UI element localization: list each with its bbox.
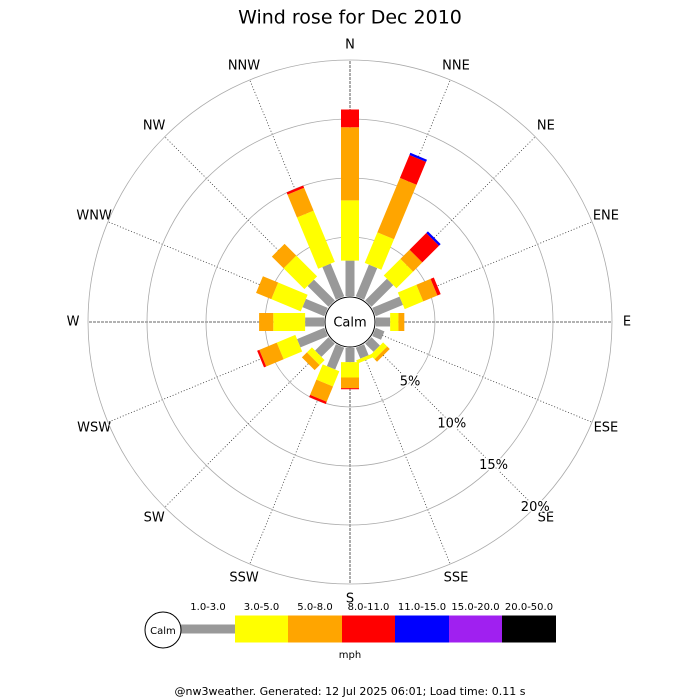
wind-bar <box>271 243 297 269</box>
wind-bar <box>372 327 385 340</box>
wind-bar <box>365 337 380 352</box>
ring-label: 20% <box>521 500 550 515</box>
legend-swatch <box>181 624 235 634</box>
legend-label: 11.0-15.0 <box>398 602 446 613</box>
calm-circle <box>324 296 376 348</box>
legend-calm-label: Calm <box>150 626 176 637</box>
wind-bar <box>426 231 441 246</box>
footer: @nw3weather. Generated: 12 Jul 2025 06:0… <box>175 685 526 698</box>
legend-label: 15.0-20.0 <box>451 602 499 613</box>
direction-label: W <box>67 315 80 330</box>
legend-swatch <box>235 615 288 643</box>
legend-label: 20.0-50.0 <box>505 602 553 613</box>
wind-bar <box>297 327 328 348</box>
wind-bar <box>310 379 334 402</box>
wind-bar <box>315 337 335 357</box>
legend-swatch <box>342 615 395 643</box>
wind-bar <box>302 298 328 317</box>
wind-bar <box>399 154 427 185</box>
wind-bar <box>383 258 414 289</box>
wind-bar <box>306 347 325 366</box>
ring-label: 5% <box>400 375 421 390</box>
wind-bar <box>430 277 441 296</box>
wind-bar <box>377 177 417 240</box>
wind-bar <box>309 394 327 404</box>
wind-bar <box>259 342 284 367</box>
wind-bar <box>374 346 390 362</box>
ring <box>87 59 613 585</box>
wind-bar <box>301 352 320 371</box>
wind-bar <box>364 232 395 270</box>
wind-bar <box>307 279 335 307</box>
direction-label: ESE <box>594 421 619 436</box>
direction-label: NE <box>537 119 555 134</box>
wind-bar <box>316 364 340 387</box>
legend-swatch <box>395 615 449 643</box>
direction-label: SW <box>144 510 165 525</box>
direction-label: NNE <box>442 59 470 74</box>
direction-label: NNW <box>228 59 260 74</box>
ring-label: 10% <box>437 416 466 431</box>
wind-bar <box>326 344 345 370</box>
direction-label: SE <box>538 510 554 525</box>
wind-bar <box>296 210 335 269</box>
wind-bar <box>283 255 318 290</box>
wind-bar <box>355 344 369 359</box>
wind-bar <box>416 278 438 302</box>
ring-label: 15% <box>479 458 508 473</box>
wind-bar <box>256 276 279 300</box>
wind-bar <box>286 185 305 195</box>
legend-label: 5.0-8.0 <box>297 602 332 613</box>
legend-label: 3.0-5.0 <box>244 602 279 613</box>
wind-bar <box>276 334 303 360</box>
legend-swatch <box>288 615 342 643</box>
direction-label: ENE <box>593 208 619 223</box>
wind-bar <box>397 284 424 310</box>
calm-label: Calm <box>333 316 366 331</box>
chart-title: Wind rose for Dec 2010 <box>238 7 462 29</box>
direction-label: WNW <box>76 208 112 223</box>
direction-label: N <box>345 38 355 53</box>
wind-bar <box>409 233 439 263</box>
wind-bar <box>365 278 394 307</box>
wind-bar <box>322 263 345 300</box>
legend-label: 1.0-3.0 <box>190 602 225 613</box>
wind-bar <box>409 152 427 162</box>
direction-label: SSE <box>444 570 469 585</box>
wind-bar <box>400 249 423 272</box>
legend-swatch <box>449 615 502 643</box>
direction-label: S <box>346 592 354 607</box>
wind-bar <box>287 187 314 218</box>
wind-bar <box>271 282 308 312</box>
legend-swatch <box>502 615 556 643</box>
direction-label: NW <box>143 119 166 134</box>
wind-bar <box>356 353 375 364</box>
wind-bar <box>372 296 403 317</box>
wind-bar <box>355 264 378 300</box>
direction-label: WSW <box>77 421 111 436</box>
direction-label: E <box>623 315 631 330</box>
wind-bar <box>370 342 388 360</box>
legend-label: 8.0-11.0 <box>348 602 390 613</box>
wind-bar <box>257 349 267 368</box>
direction-label: SSW <box>229 570 259 585</box>
legend-calm-circle <box>144 611 182 649</box>
legend-unit: mph <box>339 650 361 661</box>
